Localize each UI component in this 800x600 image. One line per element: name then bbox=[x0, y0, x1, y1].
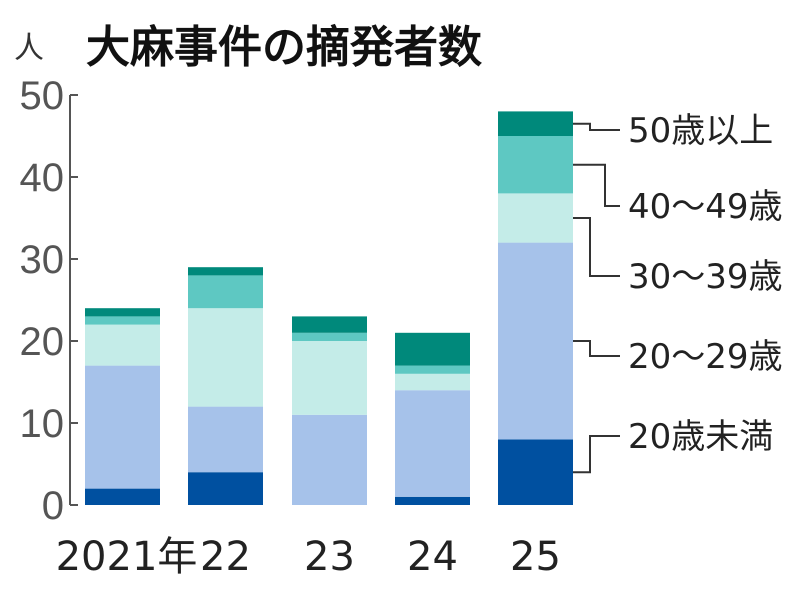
bar-segment-3-2 bbox=[395, 373, 470, 391]
legend-leader-line bbox=[573, 435, 620, 474]
chart-title: 大麻事件の摘発者数 bbox=[86, 22, 482, 73]
bar-segment-1-2 bbox=[188, 308, 263, 407]
legend-label: 20歳未満 bbox=[628, 417, 773, 457]
x-tick-label: 23 bbox=[304, 534, 355, 580]
x-tick-label: 24 bbox=[407, 534, 458, 580]
x-tick-label: 2021年 bbox=[56, 534, 198, 580]
bar-segment-4-2 bbox=[498, 193, 573, 243]
legend: 20歳未満 20〜29歳 30〜39歳 40〜49歳 50歳以上 bbox=[573, 111, 783, 474]
bar-segment-2-2 bbox=[292, 341, 367, 415]
bar-segment-2-1 bbox=[292, 414, 367, 505]
bar-segment-3-4 bbox=[395, 332, 470, 366]
x-tick-label: 22 bbox=[200, 534, 251, 580]
y-axis: 0 10 20 30 40 50 bbox=[20, 74, 78, 528]
x-axis-labels: 2021年 22 23 24 25 bbox=[56, 534, 561, 580]
x-tick-label: 25 bbox=[510, 534, 561, 580]
bar-segment-3-3 bbox=[395, 365, 470, 374]
bar-segment-3-0 bbox=[395, 496, 470, 505]
bar-segment-1-3 bbox=[188, 275, 263, 309]
legend-label: 50歳以上 bbox=[628, 111, 773, 151]
y-tick-label: 30 bbox=[20, 238, 65, 282]
bar-segment-0-3 bbox=[85, 316, 160, 325]
bar-segment-4-3 bbox=[498, 136, 573, 194]
bar-segment-3-1 bbox=[395, 390, 470, 497]
legend-label: 30〜39歳 bbox=[628, 257, 783, 297]
legend-label: 20〜29歳 bbox=[628, 337, 783, 377]
bar-segment-4-0 bbox=[498, 439, 573, 505]
legend-label: 40〜49歳 bbox=[628, 187, 783, 227]
y-tick-label: 40 bbox=[20, 156, 65, 200]
bar-segment-1-4 bbox=[188, 267, 263, 276]
bar-segment-1-0 bbox=[188, 472, 263, 505]
bar-segment-1-1 bbox=[188, 406, 263, 473]
bar-segment-4-4 bbox=[498, 111, 573, 136]
bar-segment-0-1 bbox=[85, 365, 160, 489]
bar-segment-0-2 bbox=[85, 324, 160, 366]
legend-leader-line bbox=[573, 122, 620, 131]
bar-segment-0-4 bbox=[85, 308, 160, 317]
legend-leader-line bbox=[573, 163, 620, 207]
bar-segment-0-0 bbox=[85, 488, 160, 505]
bar-segment-2-4 bbox=[292, 316, 367, 333]
y-tick-label: 50 bbox=[20, 74, 65, 118]
legend-leader-line bbox=[573, 340, 620, 357]
y-tick-label: 20 bbox=[20, 320, 65, 364]
legend-leader-line bbox=[573, 217, 620, 277]
bar-segment-2-3 bbox=[292, 332, 367, 341]
bars bbox=[85, 111, 573, 505]
y-tick-label: 10 bbox=[20, 402, 65, 446]
y-unit-label: 人 bbox=[14, 31, 44, 66]
bar-segment-4-1 bbox=[498, 242, 573, 440]
y-tick-label: 0 bbox=[42, 484, 64, 528]
